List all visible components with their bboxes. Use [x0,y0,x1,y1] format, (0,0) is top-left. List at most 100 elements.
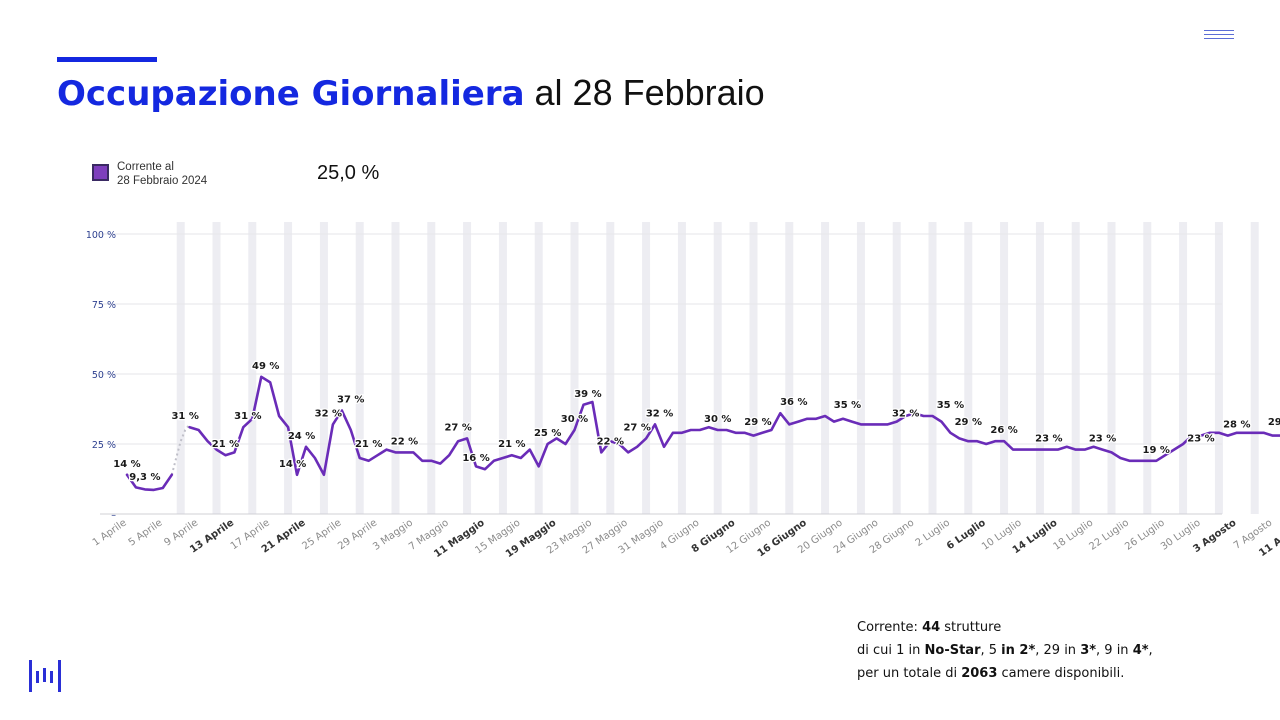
data-label: 32 % [315,408,342,419]
data-label: 27 % [623,422,650,433]
weekend-band [498,222,507,514]
data-label: 29 % [955,417,982,428]
weekend-band [1143,222,1152,514]
data-label: 35 % [937,400,964,411]
page-title: Occupazione Giornaliera al 28 Febbraio [57,72,765,114]
data-label: 14 % [279,459,306,470]
note-l1b: 44 [922,620,941,635]
weekend-band [1107,222,1116,514]
data-label: 28 % [1223,420,1250,431]
weekend-band [176,222,185,514]
data-label: 29 % [744,417,771,428]
note-l2i: , [1148,643,1153,658]
weekend-band [1071,222,1080,514]
note-l2g: , 9 in [1096,643,1133,658]
weekend-band [856,222,865,514]
note-l1c: strutture [940,620,1002,635]
y-tick-label: 50 % [92,370,116,381]
weekend-band [1214,222,1223,514]
current-value: 25,0 % [317,162,380,184]
y-tick-label: 75 % [92,300,116,311]
data-label: 31 % [171,411,198,422]
legend-swatch [92,164,109,181]
brand-logo-icon [29,660,61,692]
chart-legend: Corrente al 28 Febbraio 2024 [92,160,207,188]
data-label: 21 % [498,439,525,450]
note-l2d: in 2* [1001,643,1036,658]
data-label: 39 % [574,389,601,400]
data-label: 29 % [1268,417,1280,428]
structures-note: Corrente: 44 strutture di cui 1 in No-St… [857,616,1153,685]
weekend-band [319,222,328,514]
data-label: 26 % [990,425,1017,436]
data-label: 35 % [834,400,861,411]
weekend-band [1000,222,1009,514]
data-label: 32 % [892,408,919,419]
note-l2c: , 5 [980,643,1002,658]
weekend-band [284,222,293,514]
weekend-band [606,222,615,514]
title-accent-line [57,57,157,62]
legend-label-line1: Corrente al [117,161,174,173]
data-label: 25 % [534,428,561,439]
data-label: 31 % [234,411,261,422]
weekend-band [821,222,830,514]
note-l2b: No-Star [924,643,981,658]
weekend-band [749,222,758,514]
x-tick-label: 5 Aprile [127,517,165,548]
note-l3c: camere disponibili. [997,666,1125,681]
note-l2f: 3* [1080,643,1097,658]
data-label: 16 % [462,453,489,464]
series-line [125,473,174,492]
note-l3b: 2063 [961,666,998,681]
weekend-band [212,222,221,514]
note-line-1: Corrente: 44 strutture [857,616,1153,639]
weekend-band [570,222,579,514]
data-label: 22 % [597,436,624,447]
note-l2e: , 29 in [1035,643,1081,658]
note-l2h: 4* [1132,643,1149,658]
data-label: 14 % [113,459,140,470]
data-label: 30 % [704,414,731,425]
weekend-band [534,222,543,514]
x-tick-label: 18 Luglio [1052,517,1096,552]
weekend-band [1250,222,1259,514]
series-line [188,375,1280,477]
data-label: 32 % [646,408,673,419]
note-l2a: di cui 1 in [857,643,925,658]
data-label: 21 % [212,439,239,450]
menu-icon[interactable] [1204,30,1234,42]
data-label: 30 % [561,414,588,425]
weekend-band [964,222,973,514]
weekend-band [892,222,901,514]
note-line-3: per un totale di 2063 camere disponibili… [857,662,1153,685]
weekend-band [928,222,937,514]
legend-label: Corrente al 28 Febbraio 2024 [117,160,207,188]
data-label: 24 % [288,431,315,442]
gap-dotted-line [170,423,191,476]
data-label: 27 % [444,422,471,433]
page-title-rest: al 28 Febbraio [524,72,765,113]
weekend-band [642,222,651,514]
x-tick-label: 25 Aprile [300,517,343,552]
y-tick-label: 25 % [92,440,116,451]
page-title-strong: Occupazione Giornaliera [57,74,525,114]
data-label: 36 % [780,397,807,408]
data-label: 23 % [1089,434,1116,445]
weekend-band [1035,222,1044,514]
x-tick-label: 1 Aprile [91,517,129,548]
x-tick-label: 26 Luglio [1123,517,1167,552]
y-tick-label: – [111,510,116,521]
weekend-band [355,222,364,514]
data-label: 23 % [1187,434,1214,445]
note-line-2: di cui 1 in No-Star, 5 in 2*, 29 in 3*, … [857,639,1153,662]
legend-label-line2: 28 Febbraio 2024 [117,175,208,187]
data-label: 21 % [355,439,382,450]
note-l3a: per un totale di [857,666,962,681]
data-label: 23 % [1035,434,1062,445]
y-tick-label: 100 % [86,230,116,241]
weekend-band [391,222,400,514]
data-label: 37 % [337,394,364,405]
weekend-band [713,222,722,514]
